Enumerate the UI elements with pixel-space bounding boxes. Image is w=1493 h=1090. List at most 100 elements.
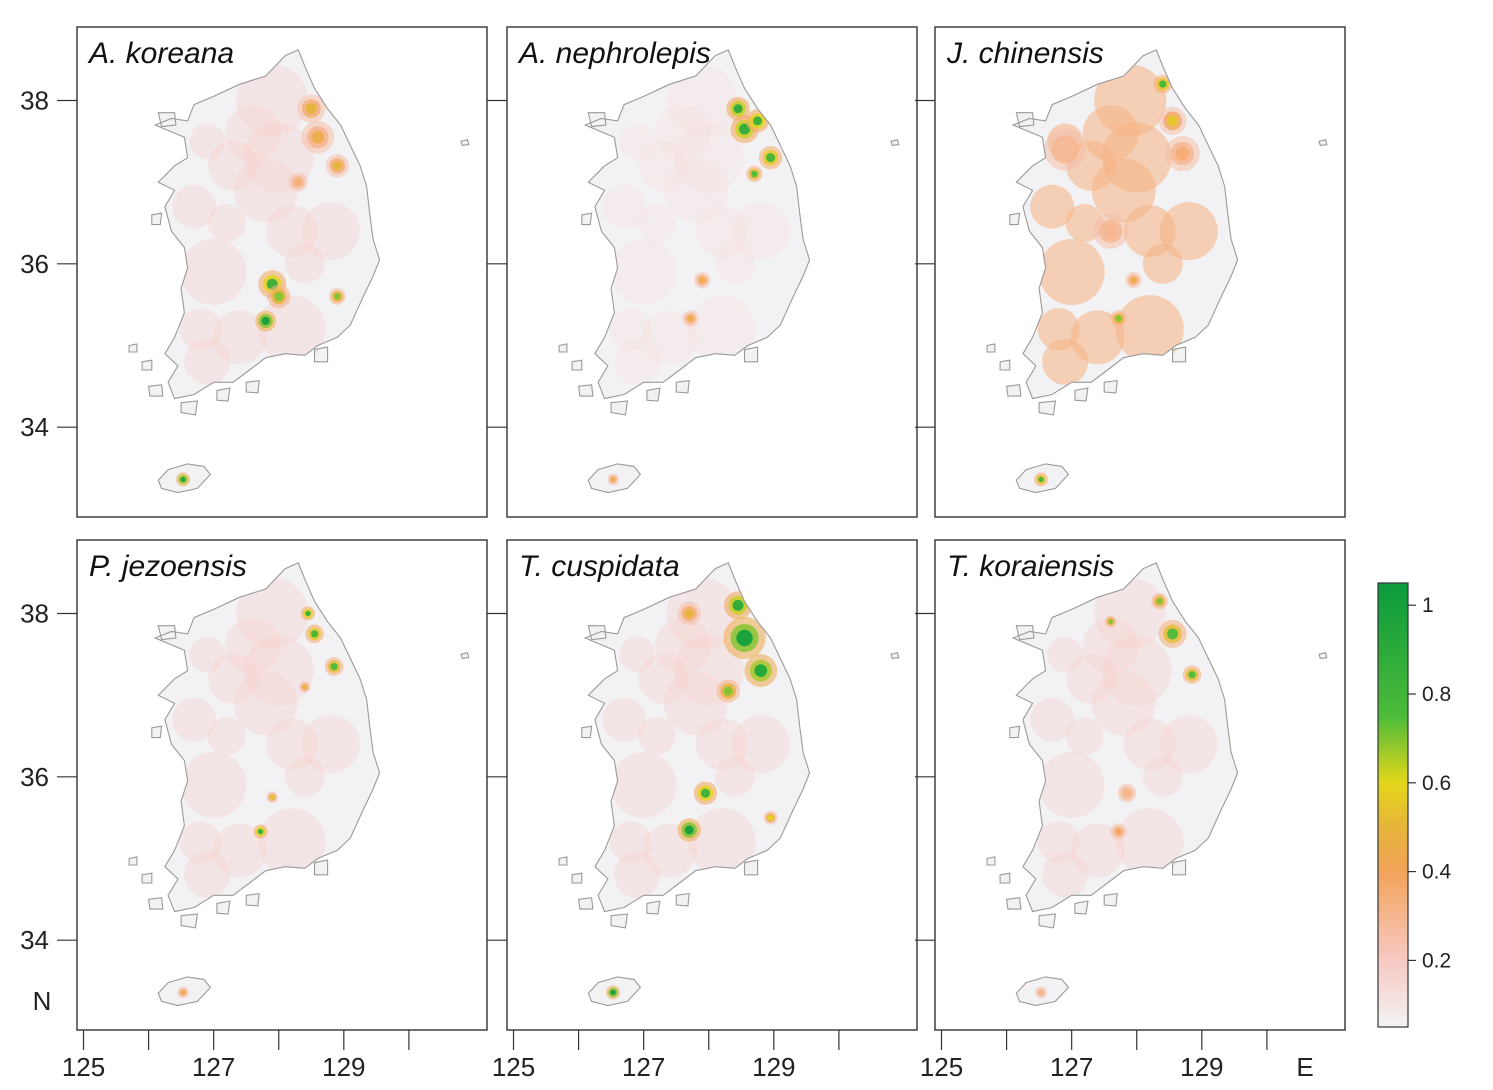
suitability-haze	[687, 295, 756, 364]
suitability-hotspot	[269, 794, 275, 800]
coast-island	[743, 346, 759, 363]
coast-island	[1103, 379, 1118, 394]
panel-frame	[506, 26, 918, 518]
suitability-haze	[180, 239, 247, 305]
island	[1104, 380, 1118, 393]
lon-tick-label: 129	[1180, 1052, 1223, 1082]
island	[151, 726, 162, 738]
suitability-haze	[637, 717, 676, 755]
coast-island	[587, 625, 607, 641]
coast-island	[646, 387, 661, 402]
island	[581, 213, 592, 225]
island	[559, 343, 567, 352]
island	[646, 388, 660, 401]
suitability-haze	[614, 851, 661, 898]
island	[216, 388, 230, 401]
coast-island	[610, 400, 629, 416]
coast-island	[128, 343, 138, 353]
suitability-haze	[614, 338, 661, 385]
suitability-haze	[301, 715, 360, 774]
suitability-haze	[284, 756, 325, 797]
suitability-haze	[1159, 715, 1218, 774]
coast-island	[1009, 725, 1021, 739]
lat-tick-label: 38	[20, 599, 49, 629]
map-panel: A. nephrolepis	[487, 26, 918, 518]
suitability-haze	[224, 105, 281, 162]
suitability-hotspot	[1167, 628, 1179, 640]
suitability-haze	[257, 295, 326, 364]
suitability-haze	[208, 140, 259, 191]
suitability-haze	[212, 823, 267, 878]
suitability-haze	[184, 851, 231, 898]
panel-title: T. cuspidata	[519, 550, 680, 583]
coast-island	[890, 652, 900, 660]
lon-tick-label: 125	[920, 1052, 963, 1082]
lat-tick-label: 36	[20, 762, 49, 792]
suitability-haze	[257, 808, 326, 877]
suitability-hotspot	[302, 684, 308, 690]
coast-island	[141, 359, 153, 371]
coast-island	[128, 856, 138, 866]
coast-mainland	[153, 49, 381, 400]
suitability-haze	[284, 243, 325, 284]
suitability-hotspot	[766, 153, 776, 163]
suitability-hotspot	[330, 662, 338, 671]
suitability-hotspot	[1038, 990, 1044, 995]
suitability-haze	[208, 653, 259, 704]
suitability-hotspot	[261, 316, 270, 326]
island	[559, 856, 567, 865]
coast-island	[986, 856, 996, 866]
suitability-haze	[695, 205, 748, 258]
suitability-haze	[1065, 717, 1104, 755]
suitability-haze	[224, 618, 281, 675]
suitability-haze	[1037, 821, 1080, 864]
suitability-haze	[609, 821, 652, 864]
suitability-haze	[1115, 808, 1184, 877]
coast-island	[581, 725, 593, 739]
island	[181, 914, 198, 928]
coast-island	[986, 343, 996, 353]
suitability-haze	[1030, 697, 1075, 742]
panel-frame	[934, 26, 1346, 518]
axes: NE	[33, 986, 1314, 1082]
coastline	[128, 49, 470, 494]
suitability-layer	[1030, 577, 1218, 999]
coast-island	[646, 900, 661, 915]
suitability-hotspot	[699, 276, 706, 284]
coast-island	[675, 379, 690, 394]
suitability-haze	[189, 636, 226, 673]
suitability-layer	[172, 64, 360, 487]
coast-mainland	[1011, 49, 1239, 400]
suitability-haze	[1038, 239, 1105, 305]
island	[1006, 897, 1021, 910]
coast-island	[1318, 652, 1328, 660]
suitability-haze	[172, 697, 217, 742]
island	[246, 380, 260, 393]
lat-tick-label: 34	[20, 925, 49, 955]
coastline	[558, 562, 900, 1007]
coast-mainland	[153, 562, 381, 913]
coast-island	[1171, 346, 1187, 363]
suitability-hotspot	[305, 610, 311, 617]
suitability-haze	[695, 718, 748, 771]
coast-island	[245, 892, 260, 907]
suitability-haze	[1101, 635, 1172, 706]
suitability-layer	[602, 64, 790, 486]
map-panel: P. jezoensis 38 36 34 125 127 129	[20, 539, 488, 1082]
lon-tick-label: 129	[322, 1052, 365, 1082]
panel-frame	[506, 539, 918, 1031]
suitability-haze	[1082, 618, 1139, 675]
suitability-hotspot	[1108, 619, 1113, 624]
suitability-haze	[172, 184, 217, 229]
suitability-layer	[172, 577, 360, 999]
suitability-hotspot	[311, 130, 325, 144]
suitability-haze	[637, 204, 676, 242]
lon-tick-label: 127	[192, 1052, 235, 1082]
suitability-haze	[1070, 823, 1125, 878]
coastline	[986, 562, 1328, 1007]
coast-island	[571, 872, 583, 884]
colorbar-tick-label: 0.6	[1422, 772, 1451, 795]
island	[1039, 401, 1056, 415]
coast-island	[216, 387, 231, 402]
coast-island	[577, 897, 594, 910]
